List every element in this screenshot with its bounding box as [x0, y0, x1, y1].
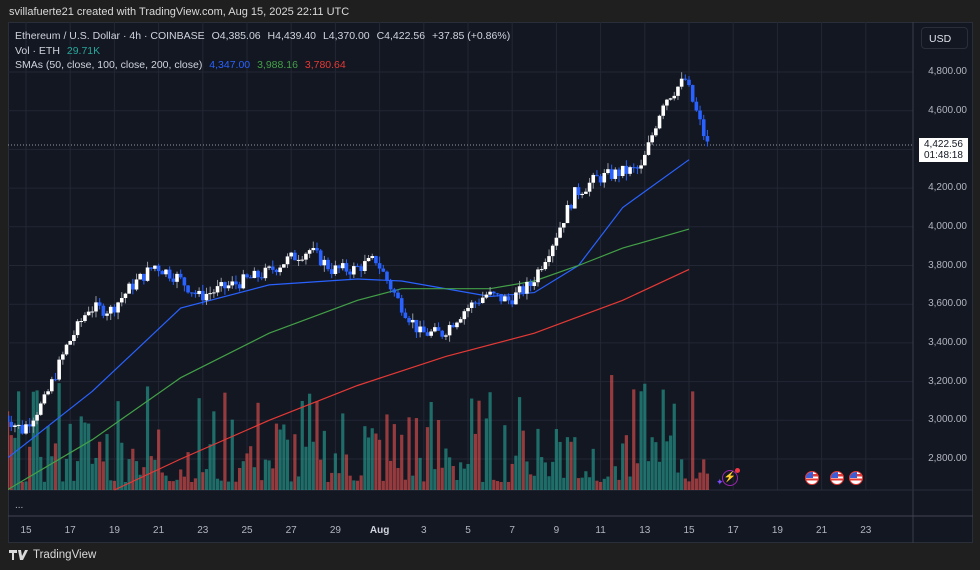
price-tick-label: 4,800.00: [928, 66, 967, 77]
legend-sma100-value: 3,988.16: [257, 59, 298, 71]
brand-name: TradingView: [33, 549, 97, 561]
legend-symbol: Ethereum / U.S. Dollar · 4h · COINBASE: [15, 30, 205, 42]
time-tick-label: 19: [771, 525, 783, 536]
legend-symbol-row[interactable]: Ethereum / U.S. Dollar · 4h · COINBASE O…: [15, 29, 514, 44]
tradingview-logo-icon: [9, 549, 28, 560]
price-tick-label: 3,600.00: [928, 298, 967, 310]
us-flag-event-icon[interactable]: [805, 471, 819, 485]
time-tick-label: 21: [153, 525, 165, 536]
time-tick-label: 11: [595, 525, 606, 536]
bar-countdown: 01:48:18: [924, 150, 963, 161]
time-tick-label: 5: [465, 525, 471, 536]
legend-low: L4,370.00: [322, 30, 370, 42]
legend-change: +37.85 (+0.86%): [431, 30, 511, 42]
time-tick-label: 15: [20, 525, 32, 536]
price-tick-label: 3,200.00: [928, 375, 967, 387]
time-tick-label: 15: [683, 525, 695, 536]
current-price-value: 4,422.56: [924, 139, 963, 150]
legend-open: O4,385.06: [211, 30, 261, 42]
time-tick-label: 7: [509, 525, 515, 536]
time-tick-label: 27: [285, 525, 297, 536]
time-tick-label: 19: [108, 525, 120, 536]
legend-volume-row[interactable]: Vol · ETH 29.71K: [15, 44, 514, 59]
time-tick-label: 25: [241, 525, 253, 536]
time-tick-label: 29: [329, 525, 341, 536]
time-tick-label: 17: [727, 525, 739, 536]
time-tick-label: 13: [639, 525, 651, 536]
price-tick-label: 3,400.00: [928, 336, 967, 348]
price-tick-label: 4,000.00: [928, 220, 967, 232]
price-tick-label: 3,800.00: [928, 259, 967, 271]
chart-legend: Ethereum / U.S. Dollar · 4h · COINBASE O…: [15, 29, 514, 73]
time-tick-label: 17: [64, 525, 76, 536]
chart-canvas[interactable]: [8, 22, 973, 543]
time-tick-label: 9: [553, 525, 560, 536]
legend-vol-label: Vol · ETH: [15, 44, 60, 57]
credit-line: svillafuerte21 created with TradingView.…: [9, 6, 350, 18]
lightning-event-icon[interactable]: ⚡: [722, 470, 738, 486]
legend-sma-row[interactable]: SMAs (50, close, 100, close, 200, close)…: [15, 58, 514, 73]
notification-dot: [735, 468, 740, 473]
time-tick-label: 21: [816, 525, 828, 536]
legend-sma-label: SMAs (50, close, 100, close, 200, close): [15, 59, 203, 71]
time-tick-label: 23: [860, 525, 872, 536]
price-tick-label: 2,800.00: [928, 453, 967, 464]
time-tick-label: 23: [197, 525, 209, 536]
price-tick-label: 4,600.00: [928, 104, 967, 116]
more-indicators-button[interactable]: ...: [15, 500, 24, 511]
price-tick-label: 3,000.00: [928, 414, 967, 426]
price-tick-label: 4,200.00: [928, 182, 967, 194]
sparkle-icon: ✦: [716, 477, 724, 487]
legend-sma50-value: 4,347.00: [209, 59, 251, 71]
time-tick-label: Aug: [369, 525, 390, 536]
legend-close: C4,422.56: [376, 30, 426, 42]
legend-vol-value: 29.71K: [66, 44, 101, 57]
legend-high: H4,439.40: [267, 30, 317, 42]
current-price-label: 4,422.56 01:48:18: [919, 138, 968, 162]
us-flag-event-icon[interactable]: [830, 471, 844, 485]
tradingview-logo[interactable]: TradingView: [9, 549, 96, 561]
us-flag-event-icon[interactable]: [849, 471, 863, 485]
currency-button[interactable]: USD: [921, 27, 968, 49]
time-tick-label: 3: [421, 525, 427, 536]
legend-sma200-value: 3,780.64: [304, 59, 346, 71]
